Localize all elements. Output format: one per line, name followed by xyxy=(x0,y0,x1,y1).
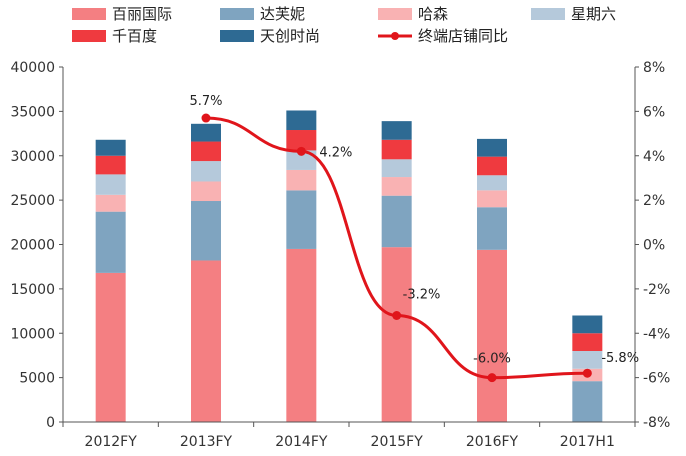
x-tick-label: 2012FY xyxy=(85,434,138,450)
right-tick-label: 2% xyxy=(643,193,665,209)
legend-marker xyxy=(391,32,399,40)
bar-2014FY-series-5 xyxy=(286,130,317,151)
axes-layer: 0 5000 10000 15000 20000 25000 30000 35000 40000… xyxy=(10,60,670,450)
line-point-2016FY xyxy=(487,373,497,383)
bar-layer xyxy=(95,110,603,422)
bar-2012FY-series-1 xyxy=(95,272,126,422)
bar-2015FY-series-1 xyxy=(381,247,412,422)
right-tick-label: -8% xyxy=(643,415,670,431)
right-tick-label: -4% xyxy=(643,326,670,342)
right-tick-label: 8% xyxy=(643,60,665,76)
legend-label: 终端店铺同比 xyxy=(418,27,508,45)
right-tick-label: -6% xyxy=(643,371,670,387)
bar-2017H1-series-2 xyxy=(572,381,603,422)
legend-label: 天创时尚 xyxy=(260,27,320,45)
x-tick-label: 2016FY xyxy=(466,434,519,450)
legend-swatch xyxy=(72,30,106,42)
left-tick-label: 10000 xyxy=(10,326,55,342)
bar-2012FY-series-6 xyxy=(95,139,126,156)
left-tick-label: 40000 xyxy=(10,60,55,76)
bar-2016FY-series-4 xyxy=(477,175,507,191)
line-layer: 5.7% 4.2% -3.2% -6.0% -5.8% xyxy=(189,94,639,383)
bar-2016FY-series-2 xyxy=(477,207,507,250)
line-point-2017H1 xyxy=(582,368,592,378)
bar-2014FY-series-2 xyxy=(286,190,317,249)
line-point-2015FY xyxy=(392,311,402,320)
x-tick-label: 2015FY xyxy=(371,434,424,450)
legend-swatch xyxy=(378,8,412,20)
bar-2013FY-series-1 xyxy=(191,260,221,422)
bar-2016FY-series-1 xyxy=(477,249,507,422)
bar-2015FY-series-3 xyxy=(381,177,412,196)
line-point-2013FY xyxy=(201,113,211,123)
bar-2013FY-series-6 xyxy=(191,123,221,142)
bar-2015FY-series-6 xyxy=(381,121,412,140)
line-data-label: 5.7% xyxy=(189,94,222,109)
line-series-path xyxy=(205,116,588,380)
right-tick-label: 6% xyxy=(643,104,665,120)
legend-label: 哈森 xyxy=(418,5,448,23)
line-data-label: -6.0% xyxy=(473,352,511,367)
bar-2013FY-series-3 xyxy=(191,181,221,202)
bar-2016FY-series-6 xyxy=(477,138,507,157)
bar-2013FY-series-5 xyxy=(191,141,221,162)
legend-swatch xyxy=(72,8,106,20)
line-data-label: -5.8% xyxy=(601,351,639,366)
bar-2013FY-series-2 xyxy=(191,201,221,261)
left-tick-label: 25000 xyxy=(10,193,55,209)
bar-2015FY-series-2 xyxy=(381,195,412,248)
left-tick-label: 35000 xyxy=(10,104,55,120)
bar-2017H1-series-4 xyxy=(572,351,603,369)
bar-2014FY-series-4 xyxy=(286,150,317,170)
left-tick-label: 0 xyxy=(46,415,55,431)
bar-2012FY-series-4 xyxy=(95,174,126,195)
bar-2015FY-series-5 xyxy=(381,139,412,160)
bar-2012FY-series-3 xyxy=(95,194,126,212)
bar-2013FY-series-4 xyxy=(191,161,221,182)
line-data-label: 4.2% xyxy=(319,145,352,160)
bar-2014FY-series-3 xyxy=(286,169,317,191)
x-tick-label: 2013FY xyxy=(180,434,233,450)
bar-2017H1-series-6 xyxy=(572,315,603,334)
legend-label: 千百度 xyxy=(112,27,157,45)
right-tick-label: -2% xyxy=(643,282,670,298)
bar-2012FY-series-5 xyxy=(95,155,126,175)
right-tick-label: 4% xyxy=(643,149,665,165)
legend-swatch xyxy=(531,8,565,20)
legend-swatch xyxy=(220,8,254,20)
x-tick-label: 2014FY xyxy=(275,434,328,450)
bar-2012FY-series-2 xyxy=(95,211,126,273)
bar-2016FY-series-5 xyxy=(477,156,507,176)
left-tick-label: 15000 xyxy=(10,282,55,298)
left-tick-label: 30000 xyxy=(10,149,55,165)
bar-2017H1-series-5 xyxy=(572,333,603,351)
bar-2015FY-series-4 xyxy=(381,159,412,178)
line-data-label: -3.2% xyxy=(403,288,441,303)
x-tick-label: 2017H1 xyxy=(560,434,615,450)
legend-label: 达芙妮 xyxy=(260,5,305,23)
line-point-2014FY xyxy=(296,146,306,156)
legend-label: 星期六 xyxy=(571,5,616,23)
bar-2014FY-series-1 xyxy=(286,248,317,422)
bar-2014FY-series-6 xyxy=(286,110,317,131)
legend-swatch xyxy=(220,30,254,42)
left-tick-label: 5000 xyxy=(19,371,55,387)
right-tick-label: 0% xyxy=(643,238,665,254)
left-tick-label: 20000 xyxy=(10,238,55,254)
legend-label: 百丽国际 xyxy=(112,5,172,23)
bar-2016FY-series-3 xyxy=(477,190,507,208)
